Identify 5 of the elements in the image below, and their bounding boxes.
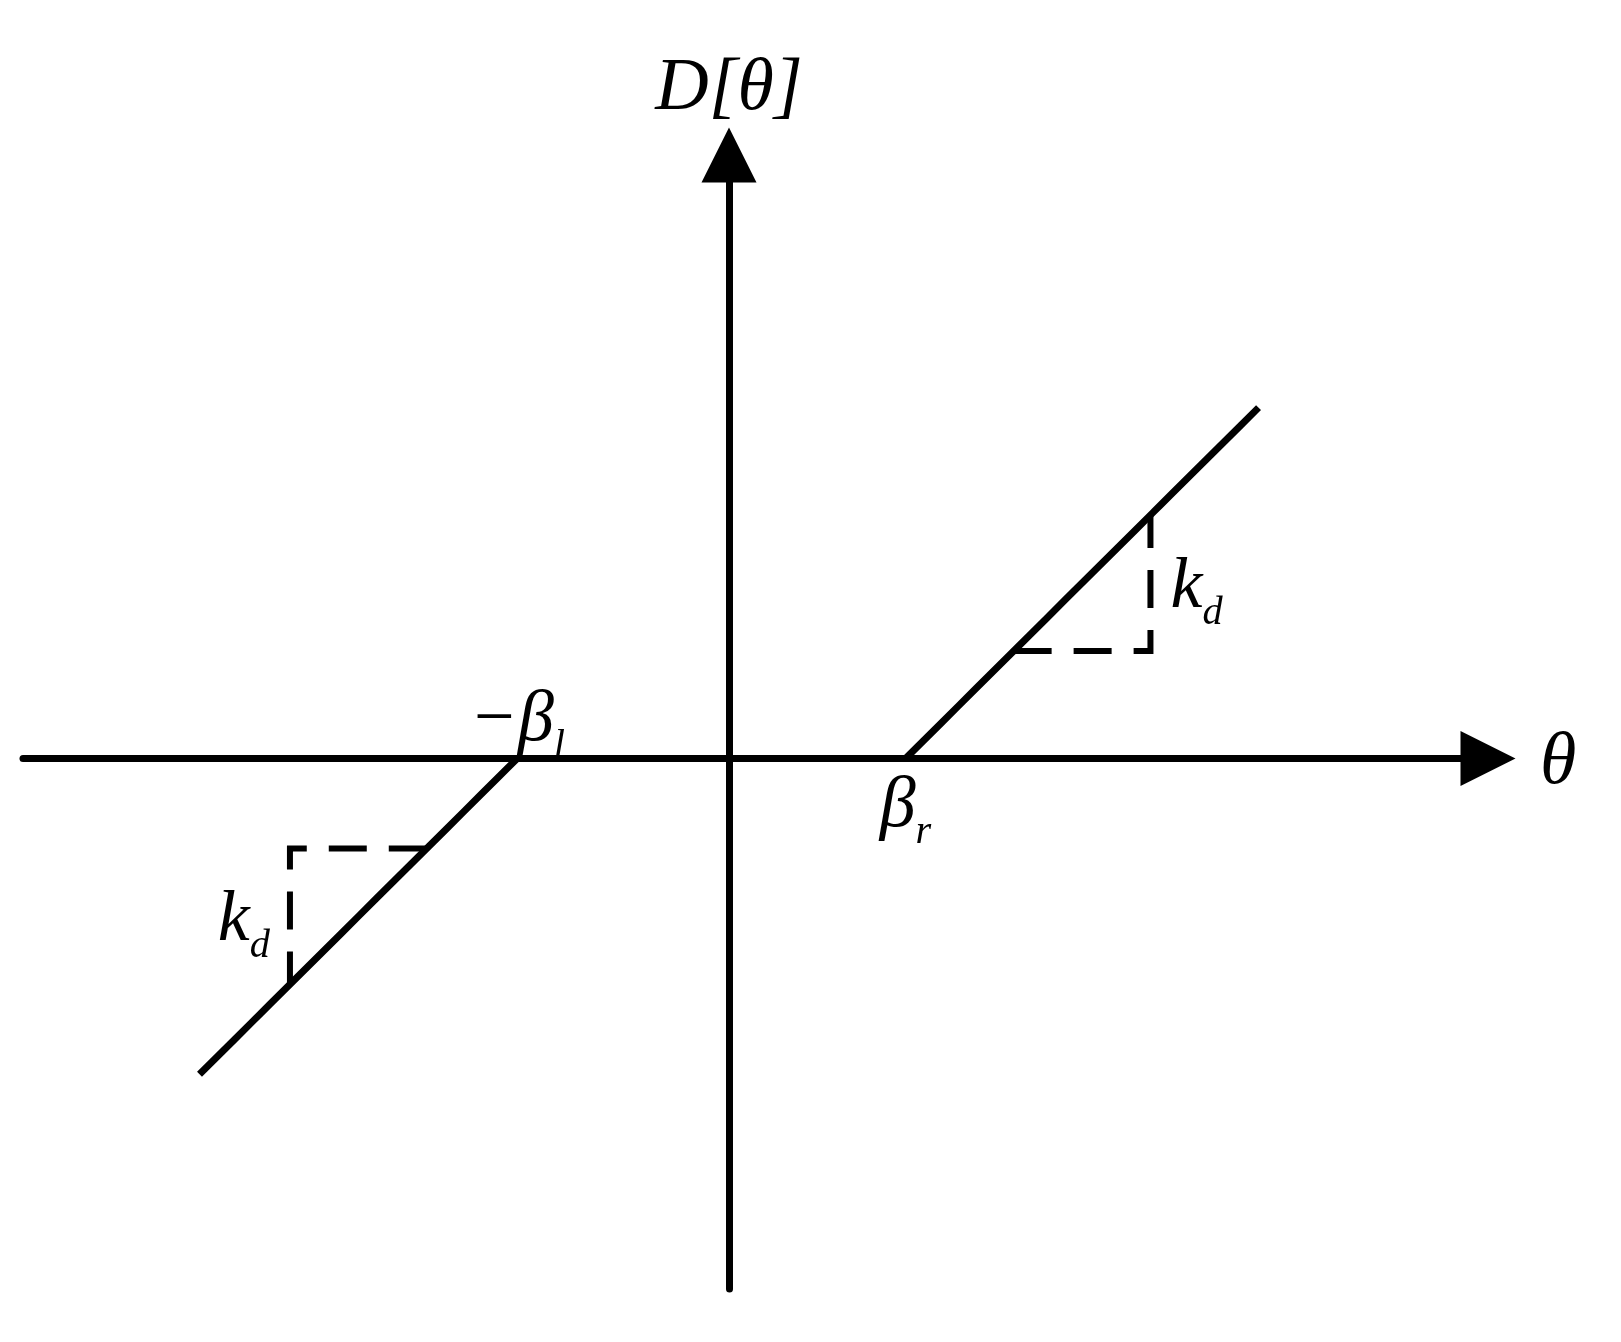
annotation: k$_{d}$ — [1170, 543, 1223, 633]
annotation: k$_{d}$ — [217, 876, 270, 967]
x-axis-title: θ — [1540, 717, 1577, 800]
annotation: β$_{r}$ — [879, 762, 932, 853]
y-axis-title: D[θ] — [654, 43, 803, 125]
